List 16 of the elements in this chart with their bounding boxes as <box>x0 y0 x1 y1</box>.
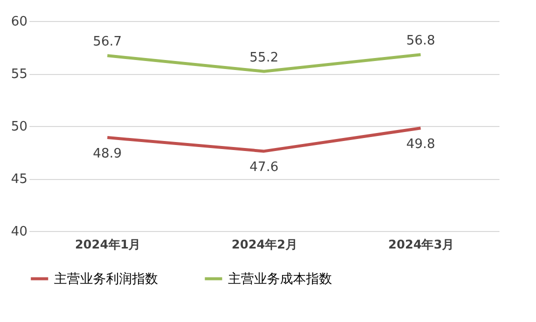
data-label: 48.9 <box>92 146 122 162</box>
y-tick-label: 50 <box>10 120 28 134</box>
data-label: 47.6 <box>250 160 278 176</box>
y-tick-label: 55 <box>10 67 28 82</box>
data-label: 56.7 <box>92 34 122 50</box>
y-tick-label: 40 <box>10 224 28 240</box>
x-tick-label: 2024年2月 <box>232 238 298 252</box>
legend-label: 主营业务利润指数 <box>54 270 158 287</box>
y-tick-label: 60 <box>10 14 28 30</box>
x-tick-label: 2024年3月 <box>388 238 454 252</box>
x-tick-label: 2024年1月 <box>74 238 141 252</box>
data-label: 55.2 <box>250 50 278 66</box>
data-label: 49.8 <box>406 137 436 152</box>
legend-label: 主营业务成本指数 <box>228 270 332 287</box>
data-label: 56.8 <box>406 34 436 49</box>
y-tick-label: 45 <box>10 172 28 187</box>
